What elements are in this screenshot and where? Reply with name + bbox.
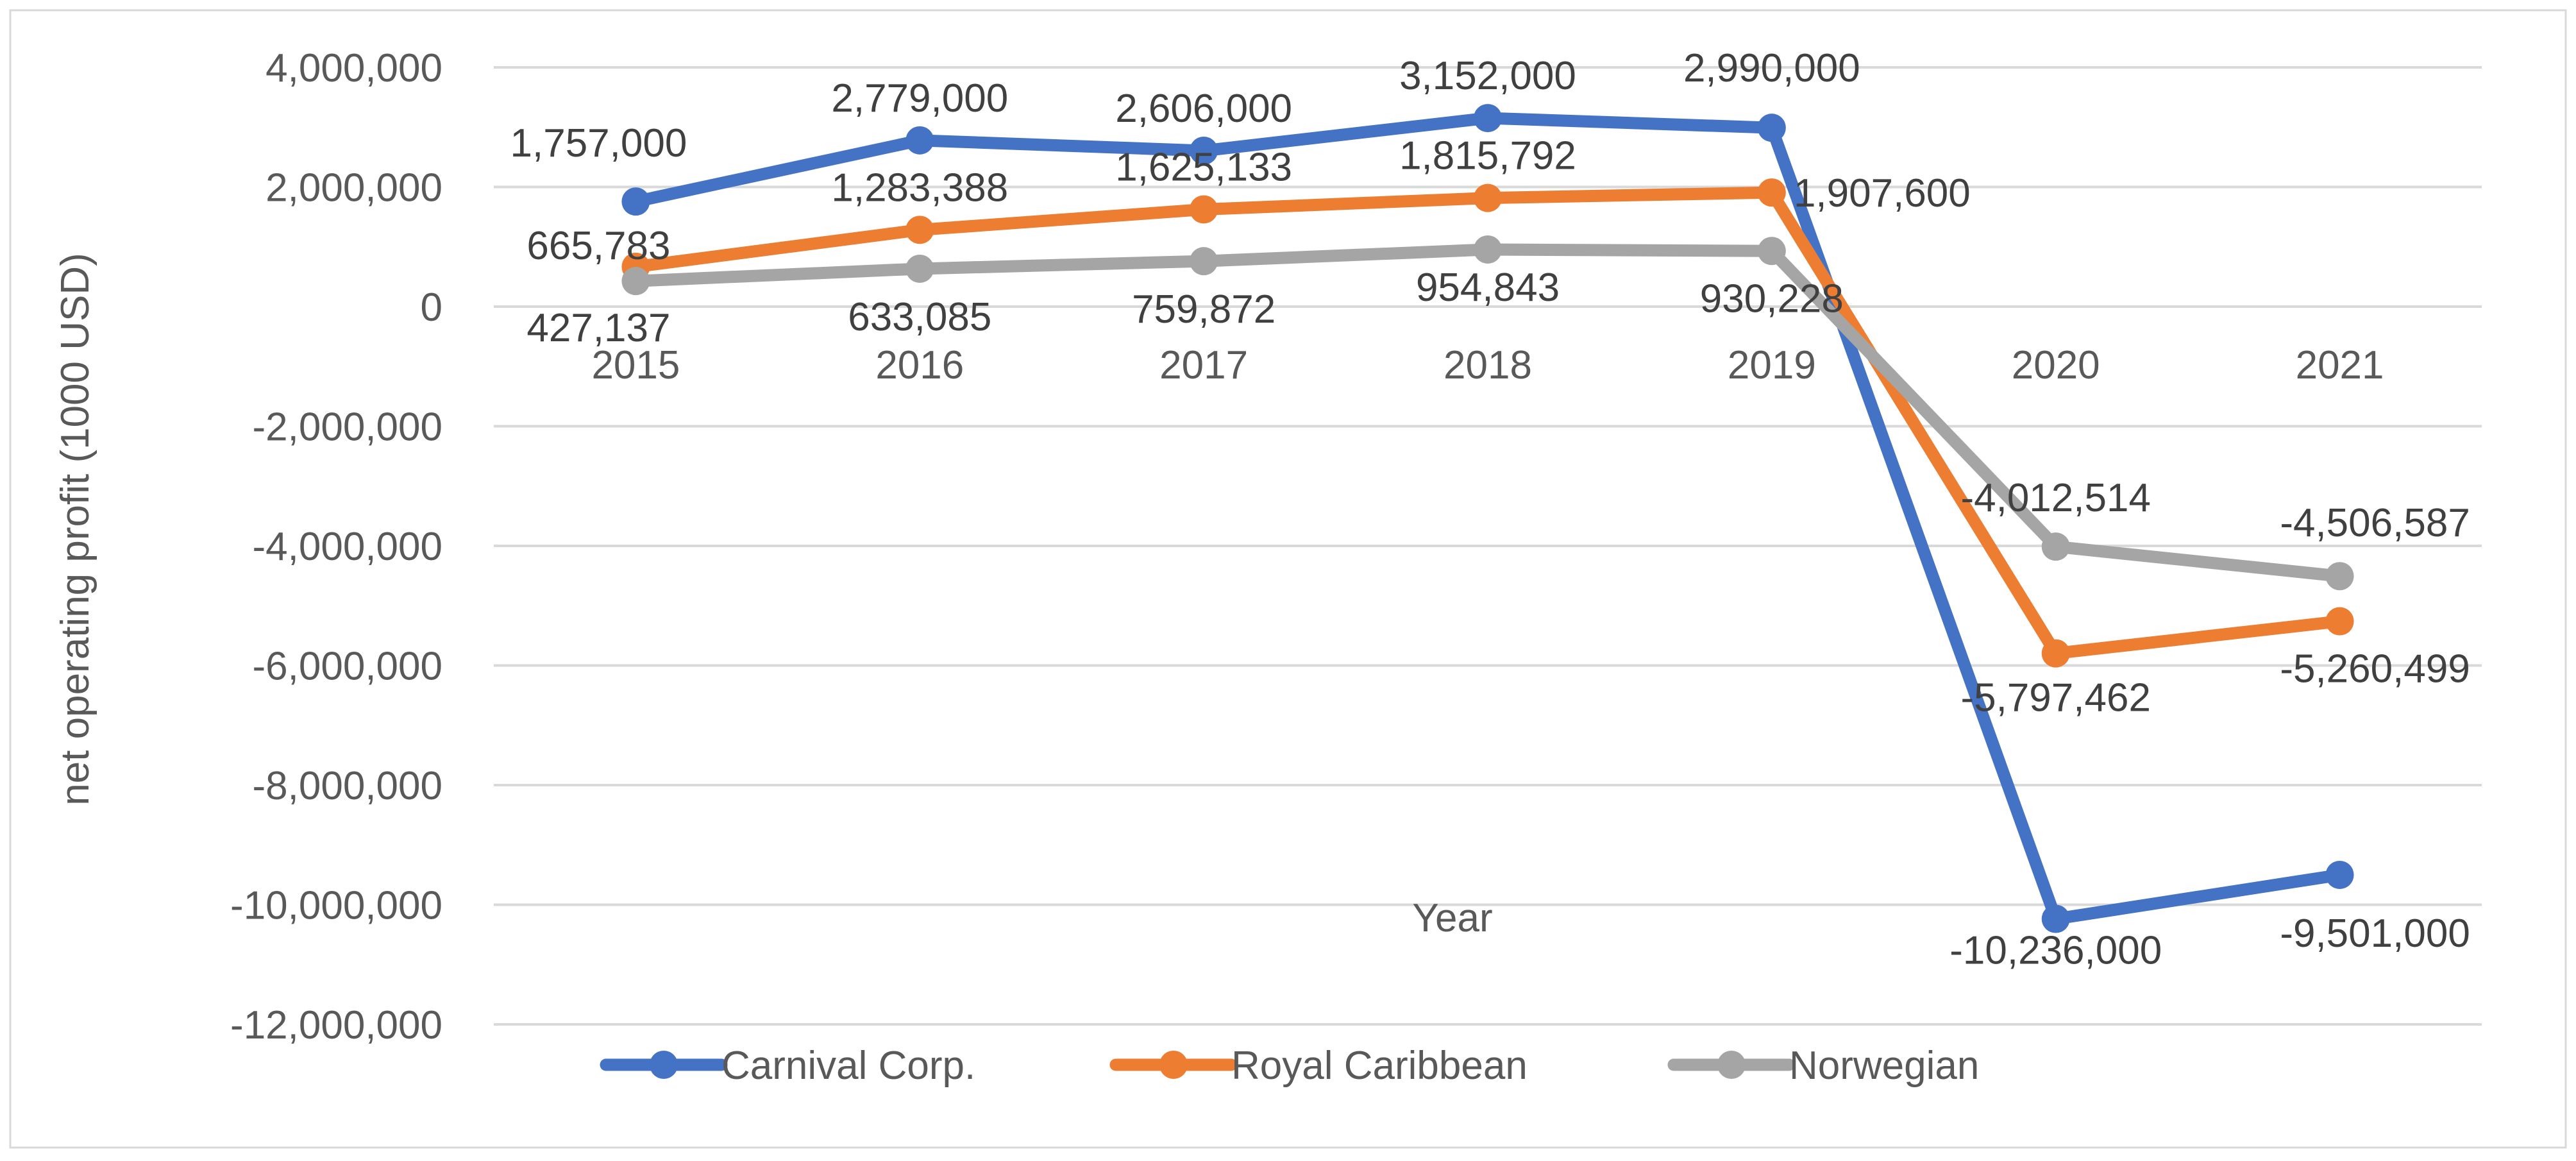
- x-tick-label: 2021: [2296, 343, 2384, 387]
- data-label: -4,012,514: [1960, 476, 2150, 520]
- data-label: -5,260,499: [2280, 647, 2470, 691]
- data-point: [2325, 860, 2354, 889]
- data-label: -5,797,462: [1960, 676, 2150, 720]
- data-label: 930,228: [1700, 276, 1844, 321]
- data-label: -4,506,587: [2280, 501, 2470, 545]
- x-axis-title: Year: [1412, 896, 1492, 940]
- data-point: [1190, 136, 1218, 165]
- data-point: [905, 216, 934, 244]
- data-label: 1,283,388: [831, 165, 1008, 210]
- data-point: [1190, 247, 1218, 276]
- data-point: [1757, 237, 1786, 266]
- data-label: 1,815,792: [1399, 134, 1576, 178]
- data-point: [905, 254, 934, 283]
- legend-label: Carnival Corp.: [721, 1044, 975, 1088]
- data-point: [621, 187, 650, 216]
- gridlines: [494, 66, 2482, 1026]
- data-label: 1,907,600: [1794, 171, 1971, 216]
- legend-marker: [1717, 1051, 1746, 1079]
- series-markers: [621, 104, 2354, 933]
- x-axis-tick-labels: 2015 2016 2017 2018 2019 2020 2021: [591, 343, 2384, 387]
- data-point: [1474, 235, 1502, 264]
- data-label: 3,152,000: [1399, 54, 1576, 98]
- data-point: [905, 126, 934, 155]
- chart-border: [9, 9, 2567, 1149]
- data-label: 2,990,000: [1683, 46, 1860, 90]
- y-axis-title: net operating profit (1000 USD): [53, 253, 97, 806]
- data-label: 2,779,000: [831, 76, 1008, 121]
- data-point: [2325, 562, 2354, 591]
- y-tick-label: 0: [421, 285, 442, 330]
- y-axis-tick-labels: 4,000,000 2,000,000 0 -2,000,000 -4,000,000 -…: [230, 46, 442, 1047]
- data-label: 665,783: [526, 224, 670, 268]
- data-point: [2041, 532, 2070, 561]
- y-tick-label: -10,000,000: [230, 884, 442, 928]
- data-label: 2,606,000: [1115, 87, 1292, 131]
- data-label: 1,625,133: [1115, 145, 1292, 189]
- y-tick-label: 2,000,000: [265, 166, 442, 210]
- data-label: 1,757,000: [510, 121, 687, 165]
- data-point: [2041, 904, 2070, 933]
- data-label: -10,236,000: [1949, 929, 2162, 973]
- x-tick-label: 2018: [1444, 343, 1532, 387]
- data-point: [621, 267, 650, 296]
- data-point: [1474, 183, 1502, 212]
- data-point: [2041, 639, 2070, 668]
- data-label: 759,872: [1132, 287, 1275, 332]
- legend-marker: [650, 1051, 678, 1079]
- y-tick-label: -12,000,000: [230, 1003, 442, 1047]
- data-label: 954,843: [1416, 266, 1560, 310]
- y-tick-label: -8,000,000: [253, 764, 442, 808]
- data-point: [1474, 104, 1502, 133]
- legend: Carnival Corp. Royal Caribbean Norwegian: [600, 1044, 1979, 1088]
- data-labels: 1,757,000 2,779,000 2,606,000 3,152,000 2,99…: [510, 46, 2470, 972]
- legend-marker: [1159, 1051, 1188, 1079]
- x-tick-label: 2016: [875, 343, 964, 387]
- x-tick-label: 2015: [591, 343, 680, 387]
- data-label: -9,501,000: [2280, 911, 2470, 956]
- x-tick-label: 2020: [2012, 343, 2100, 387]
- y-tick-label: 4,000,000: [265, 46, 442, 90]
- data-point: [1757, 178, 1786, 207]
- data-point: [1190, 195, 1218, 224]
- y-tick-label: -6,000,000: [253, 645, 442, 689]
- data-label: 633,085: [848, 295, 991, 339]
- data-point: [1757, 114, 1786, 142]
- legend-label: Norwegian: [1789, 1044, 1979, 1088]
- x-tick-label: 2017: [1159, 343, 1248, 387]
- y-tick-label: -2,000,000: [253, 405, 442, 450]
- data-label: 427,137: [526, 306, 670, 350]
- x-tick-label: 2019: [1728, 343, 1816, 387]
- data-point: [2325, 607, 2354, 636]
- y-tick-label: -4,000,000: [253, 525, 442, 569]
- legend-label: Royal Caribbean: [1231, 1044, 1528, 1088]
